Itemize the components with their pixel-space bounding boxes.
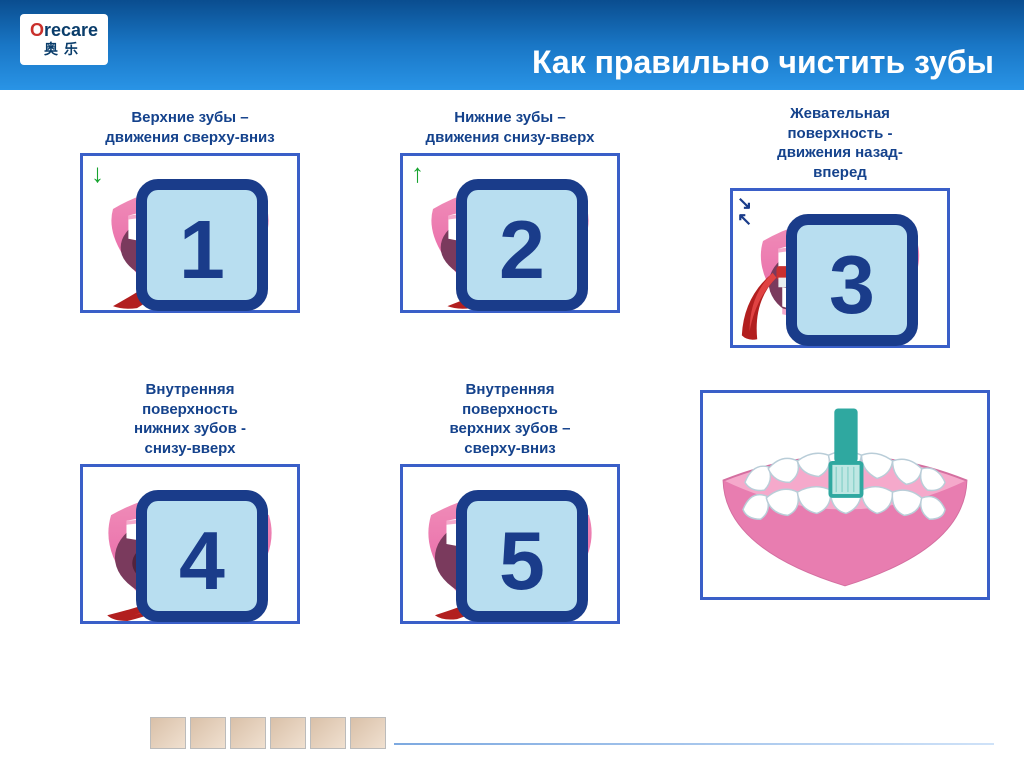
thumb-icon: [190, 717, 226, 749]
step-panel: ↓: [80, 153, 300, 313]
step-5: Внутренняя поверхность верхних зубов – с…: [360, 380, 660, 624]
step-1: Верхние зубы – движения сверху-вниз ↓: [40, 108, 340, 313]
svg-text:5: 5: [499, 515, 545, 607]
thumb-icon: [310, 717, 346, 749]
occlusal-view-panel: [700, 390, 990, 600]
step-panel: ↑: [400, 153, 620, 313]
step-caption: Внутренняя поверхность верхних зубов – с…: [360, 380, 660, 458]
step-4: Внутренняя поверхность нижних зубов - сн…: [40, 380, 340, 624]
step-panel: ↘↖: [730, 188, 950, 348]
thumb-icon: [270, 717, 306, 749]
step-2: Нижние зубы – движения снизу-вверх ↑: [360, 108, 660, 313]
logo-text: Orecare: [30, 20, 98, 41]
logo: Orecare 奥乐: [20, 14, 108, 65]
step-caption: Внутренняя поверхность нижних зубов - сн…: [40, 380, 340, 458]
header: Orecare 奥乐 Как правильно чистить зубы: [0, 0, 1024, 90]
svg-text:1: 1: [179, 204, 225, 296]
logo-cn: 奥乐: [30, 39, 98, 59]
thumb-icon: [150, 717, 186, 749]
badge-4-icon: 4: [95, 479, 309, 633]
footer-divider: [394, 743, 994, 745]
step-caption: Верхние зубы – движения сверху-вниз: [40, 108, 340, 147]
svg-text:4: 4: [179, 515, 225, 607]
badge-5-icon: 5: [415, 479, 629, 633]
svg-text:2: 2: [499, 204, 545, 296]
step-caption: Жевательная поверхность - движения назад…: [690, 104, 990, 182]
badge-3-icon: 3: [745, 203, 959, 357]
step-3: Жевательная поверхность - движения назад…: [690, 104, 990, 348]
badge-1-icon: 1: [95, 168, 309, 322]
footer-thumbs: [150, 717, 386, 749]
thumb-icon: [350, 717, 386, 749]
step-panel: 4: [80, 464, 300, 624]
footer: [150, 701, 994, 749]
svg-text:3: 3: [829, 239, 875, 331]
steps-grid: Верхние зубы – движения сверху-вниз ↓: [0, 90, 1024, 680]
badge-2-icon: 2: [415, 168, 629, 322]
step-panel: 5: [400, 464, 620, 624]
step-caption: Нижние зубы – движения снизу-вверх: [360, 108, 660, 147]
thumb-icon: [230, 717, 266, 749]
page-title: Как правильно чистить зубы: [532, 44, 994, 81]
